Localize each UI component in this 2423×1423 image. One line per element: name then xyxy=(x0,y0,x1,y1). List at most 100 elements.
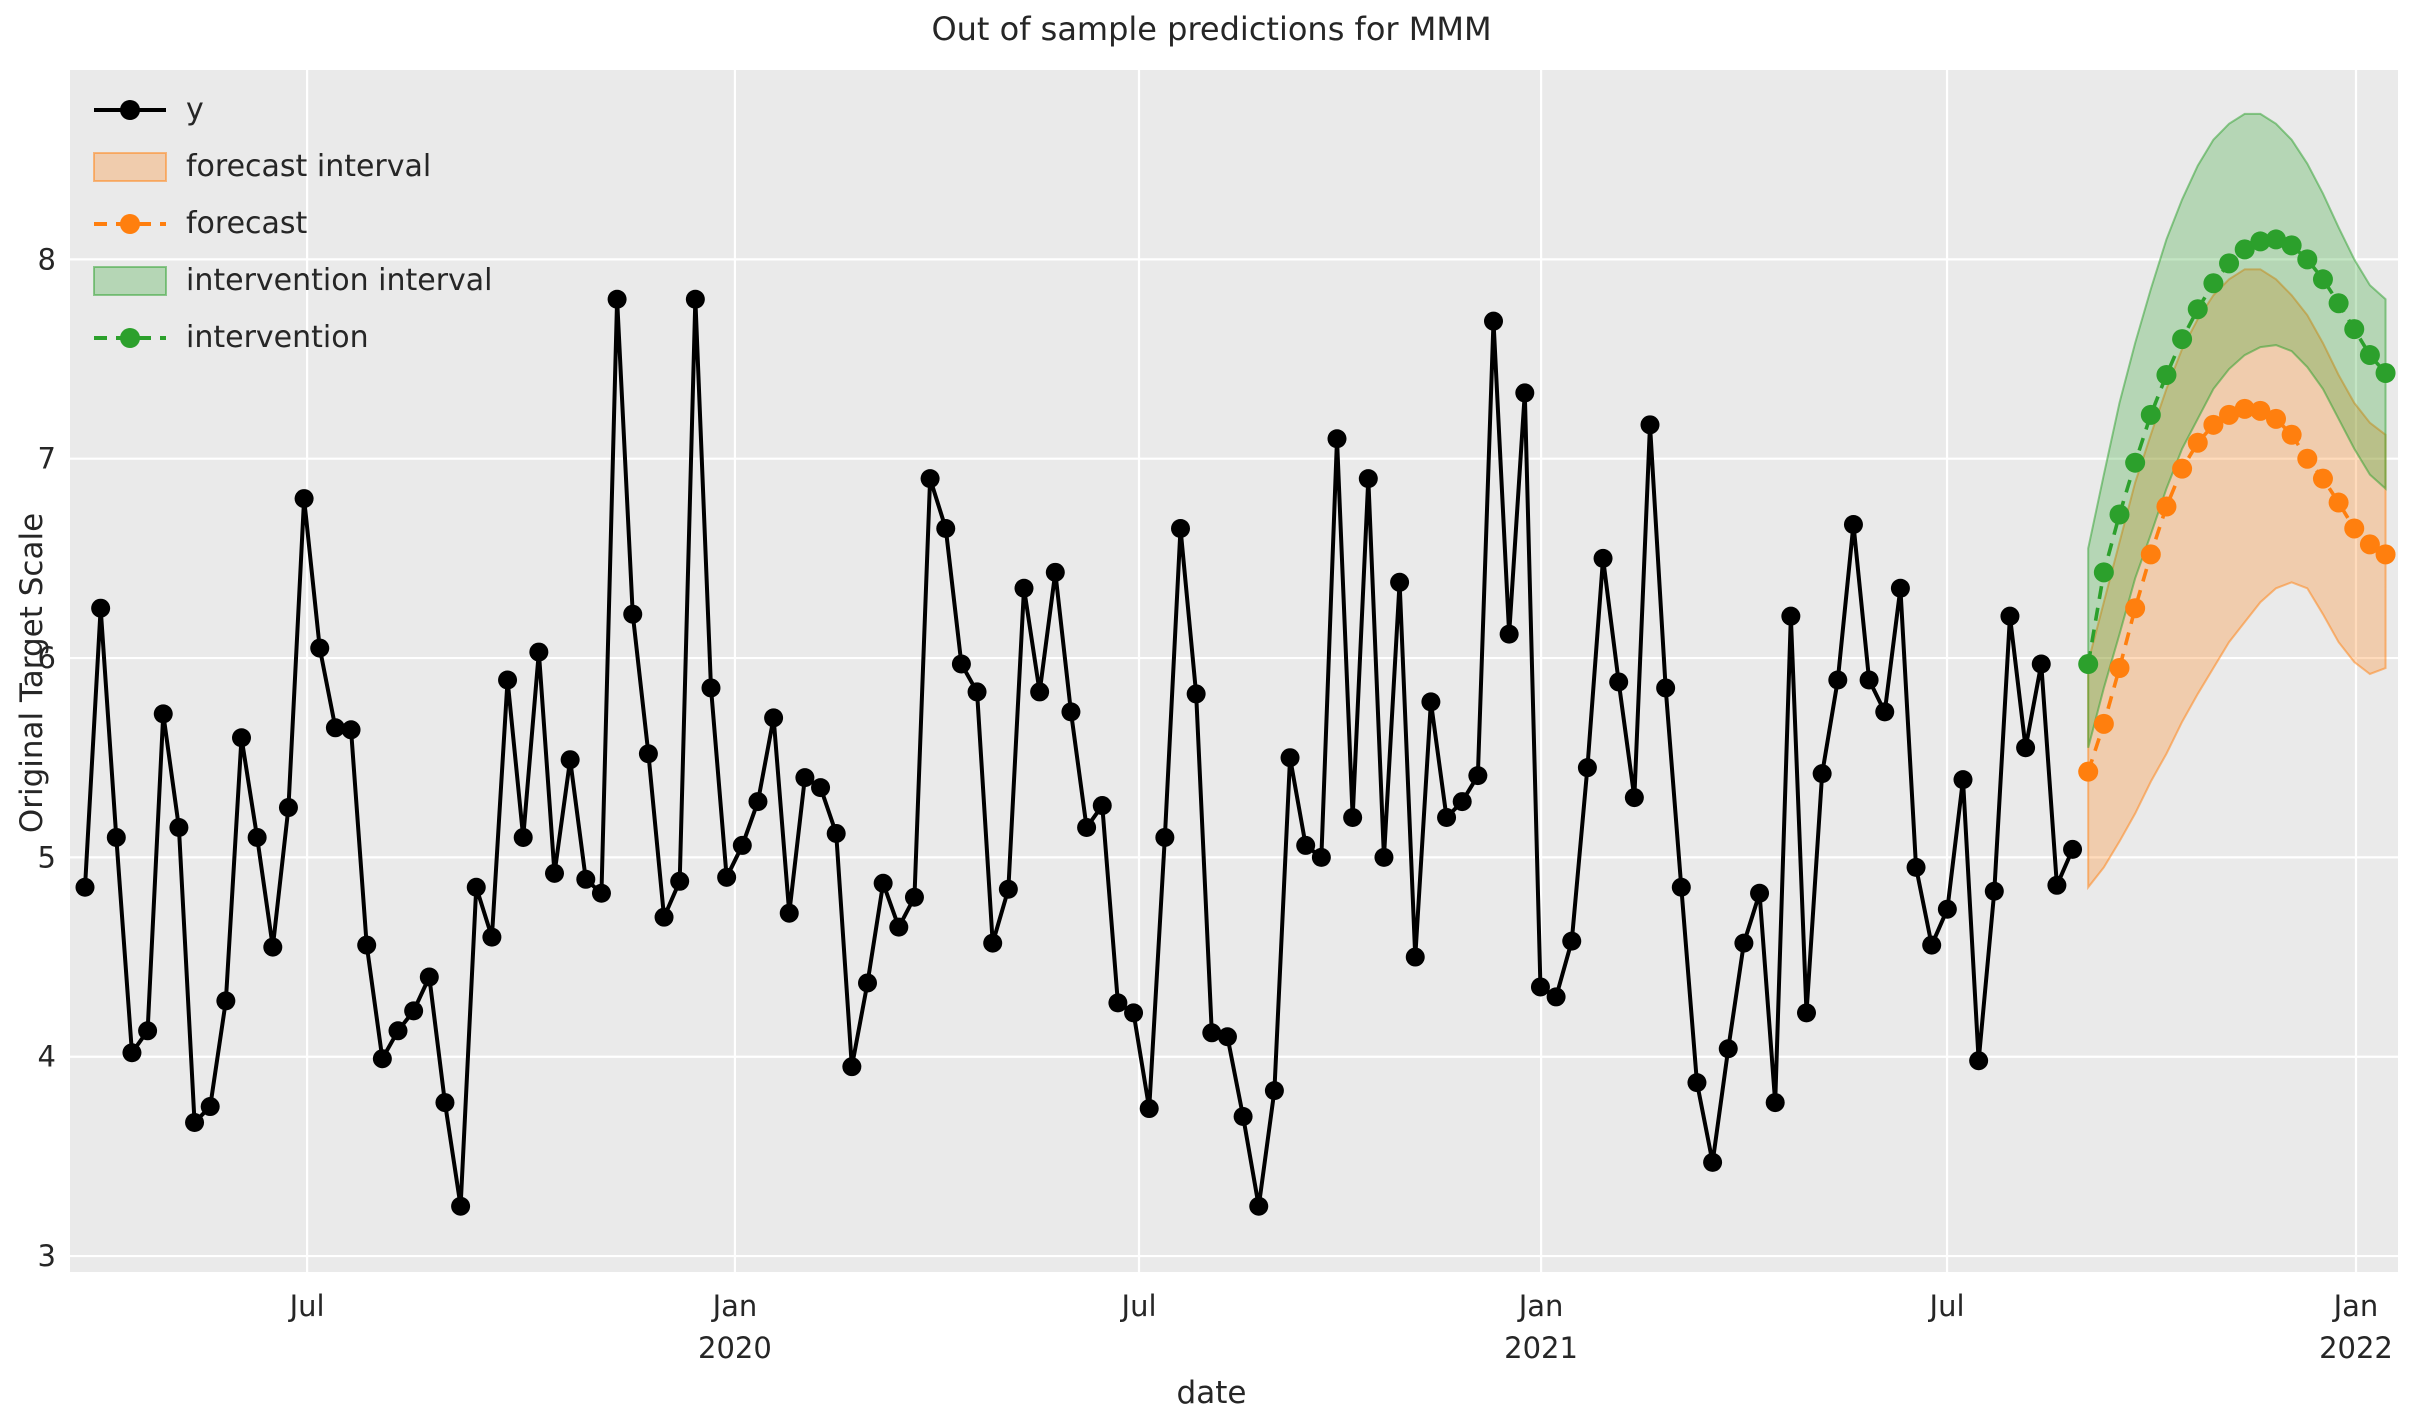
legend-item-forecast: forecast xyxy=(92,206,493,242)
x-tick-year-label: 2022 xyxy=(2319,1331,2393,1365)
legend-item-intervention-interval: intervention interval xyxy=(92,263,493,299)
forecast-marker xyxy=(2125,598,2146,619)
y-marker xyxy=(748,792,768,812)
y-marker xyxy=(91,598,111,618)
y-marker xyxy=(1562,931,1582,951)
legend-item-intervention: intervention xyxy=(92,320,493,356)
y-marker xyxy=(1906,857,1926,877)
y-marker xyxy=(185,1112,205,1132)
x-axis-label: date xyxy=(1176,1375,1247,1411)
y-marker xyxy=(1092,796,1112,816)
intervention-marker xyxy=(2344,319,2365,340)
forecast-marker xyxy=(2078,761,2099,782)
y-marker xyxy=(263,937,283,957)
y-marker xyxy=(372,1049,392,1069)
intervention-marker xyxy=(2266,229,2286,250)
y-marker xyxy=(1922,935,1942,955)
y-marker xyxy=(138,1021,158,1041)
y-marker xyxy=(122,1043,142,1063)
y-marker xyxy=(1671,877,1691,897)
y-marker xyxy=(1687,1073,1707,1093)
y-marker xyxy=(106,827,126,847)
y-marker xyxy=(560,750,580,770)
forecast-marker xyxy=(2297,448,2318,469)
y-marker xyxy=(1624,788,1644,808)
intervention-marker xyxy=(2250,231,2271,252)
intervention-marker xyxy=(2359,345,2380,366)
forecast-marker xyxy=(2266,408,2286,429)
intervention-marker xyxy=(2093,562,2114,583)
intervention-marker xyxy=(2140,404,2161,425)
y-marker xyxy=(779,903,799,923)
y-marker xyxy=(1045,562,1065,582)
y-marker xyxy=(1515,383,1535,403)
y-marker xyxy=(685,289,705,309)
y-marker xyxy=(1812,764,1832,784)
y-marker xyxy=(1828,670,1848,690)
x-tick-year-label: 2021 xyxy=(1504,1331,1578,1365)
forecast-marker xyxy=(2375,544,2396,565)
y-marker xyxy=(1296,835,1316,855)
y-marker xyxy=(873,873,893,893)
y-marker xyxy=(623,604,643,624)
legend-item-forecast-interval: forecast interval xyxy=(92,149,493,185)
y-marker xyxy=(435,1093,455,1113)
y-marker xyxy=(795,768,815,788)
y-marker xyxy=(310,638,330,658)
intervention-marker xyxy=(2375,362,2396,383)
dashed-dot-marker-icon xyxy=(94,214,166,234)
y-marker xyxy=(2047,875,2067,895)
y-marker xyxy=(1202,1023,1222,1043)
y-marker xyxy=(1343,808,1363,828)
y-marker xyxy=(357,935,377,955)
y-marker xyxy=(764,708,784,728)
legend-label: y xyxy=(186,92,204,127)
y-marker xyxy=(2031,654,2051,674)
y-marker xyxy=(732,835,752,855)
patch-marker-icon xyxy=(93,266,167,296)
y-marker xyxy=(1437,808,1457,828)
y-marker xyxy=(1484,311,1503,331)
y-marker xyxy=(2000,606,2020,626)
legend-item-y: y xyxy=(92,92,493,128)
y-marker xyxy=(75,877,95,897)
y-marker xyxy=(1499,624,1519,644)
y-marker xyxy=(1875,702,1895,722)
y-marker xyxy=(576,869,596,889)
y-marker xyxy=(858,973,877,993)
forecast-marker xyxy=(2140,544,2161,565)
y-marker xyxy=(1969,1051,1989,1071)
y-marker xyxy=(1750,883,1770,903)
y-marker xyxy=(1124,1003,1144,1023)
y-marker xyxy=(1249,1196,1269,1216)
y-marker xyxy=(1077,817,1097,837)
y-marker xyxy=(153,704,173,724)
y-marker xyxy=(638,744,658,764)
y-marker xyxy=(1734,933,1754,953)
forecast-marker xyxy=(2344,518,2365,539)
y-marker xyxy=(1843,514,1863,534)
intervention-marker xyxy=(2172,329,2193,350)
y-tick-label: 4 xyxy=(38,1040,56,1074)
forecast-interval-band xyxy=(2087,268,2387,891)
y-marker xyxy=(951,654,971,674)
y-marker xyxy=(169,817,189,837)
forecast-marker xyxy=(2109,658,2130,679)
y-marker xyxy=(325,718,345,738)
y-marker xyxy=(826,823,846,843)
y-marker xyxy=(967,682,987,702)
y-marker xyxy=(451,1196,471,1216)
y-marker xyxy=(654,907,674,927)
y-marker xyxy=(278,798,298,818)
y-marker xyxy=(419,967,439,987)
y-marker xyxy=(1452,792,1472,812)
y-marker xyxy=(294,489,314,509)
y-marker xyxy=(1280,748,1300,768)
y-marker xyxy=(1186,684,1206,704)
y-tick-label: 5 xyxy=(38,840,56,874)
x-tick-label: Jan xyxy=(711,1289,758,1323)
y-marker xyxy=(1546,987,1566,1007)
forecast-marker xyxy=(2156,496,2177,517)
x-tick-label: Jul xyxy=(1928,1289,1965,1323)
y-marker xyxy=(1530,977,1550,997)
